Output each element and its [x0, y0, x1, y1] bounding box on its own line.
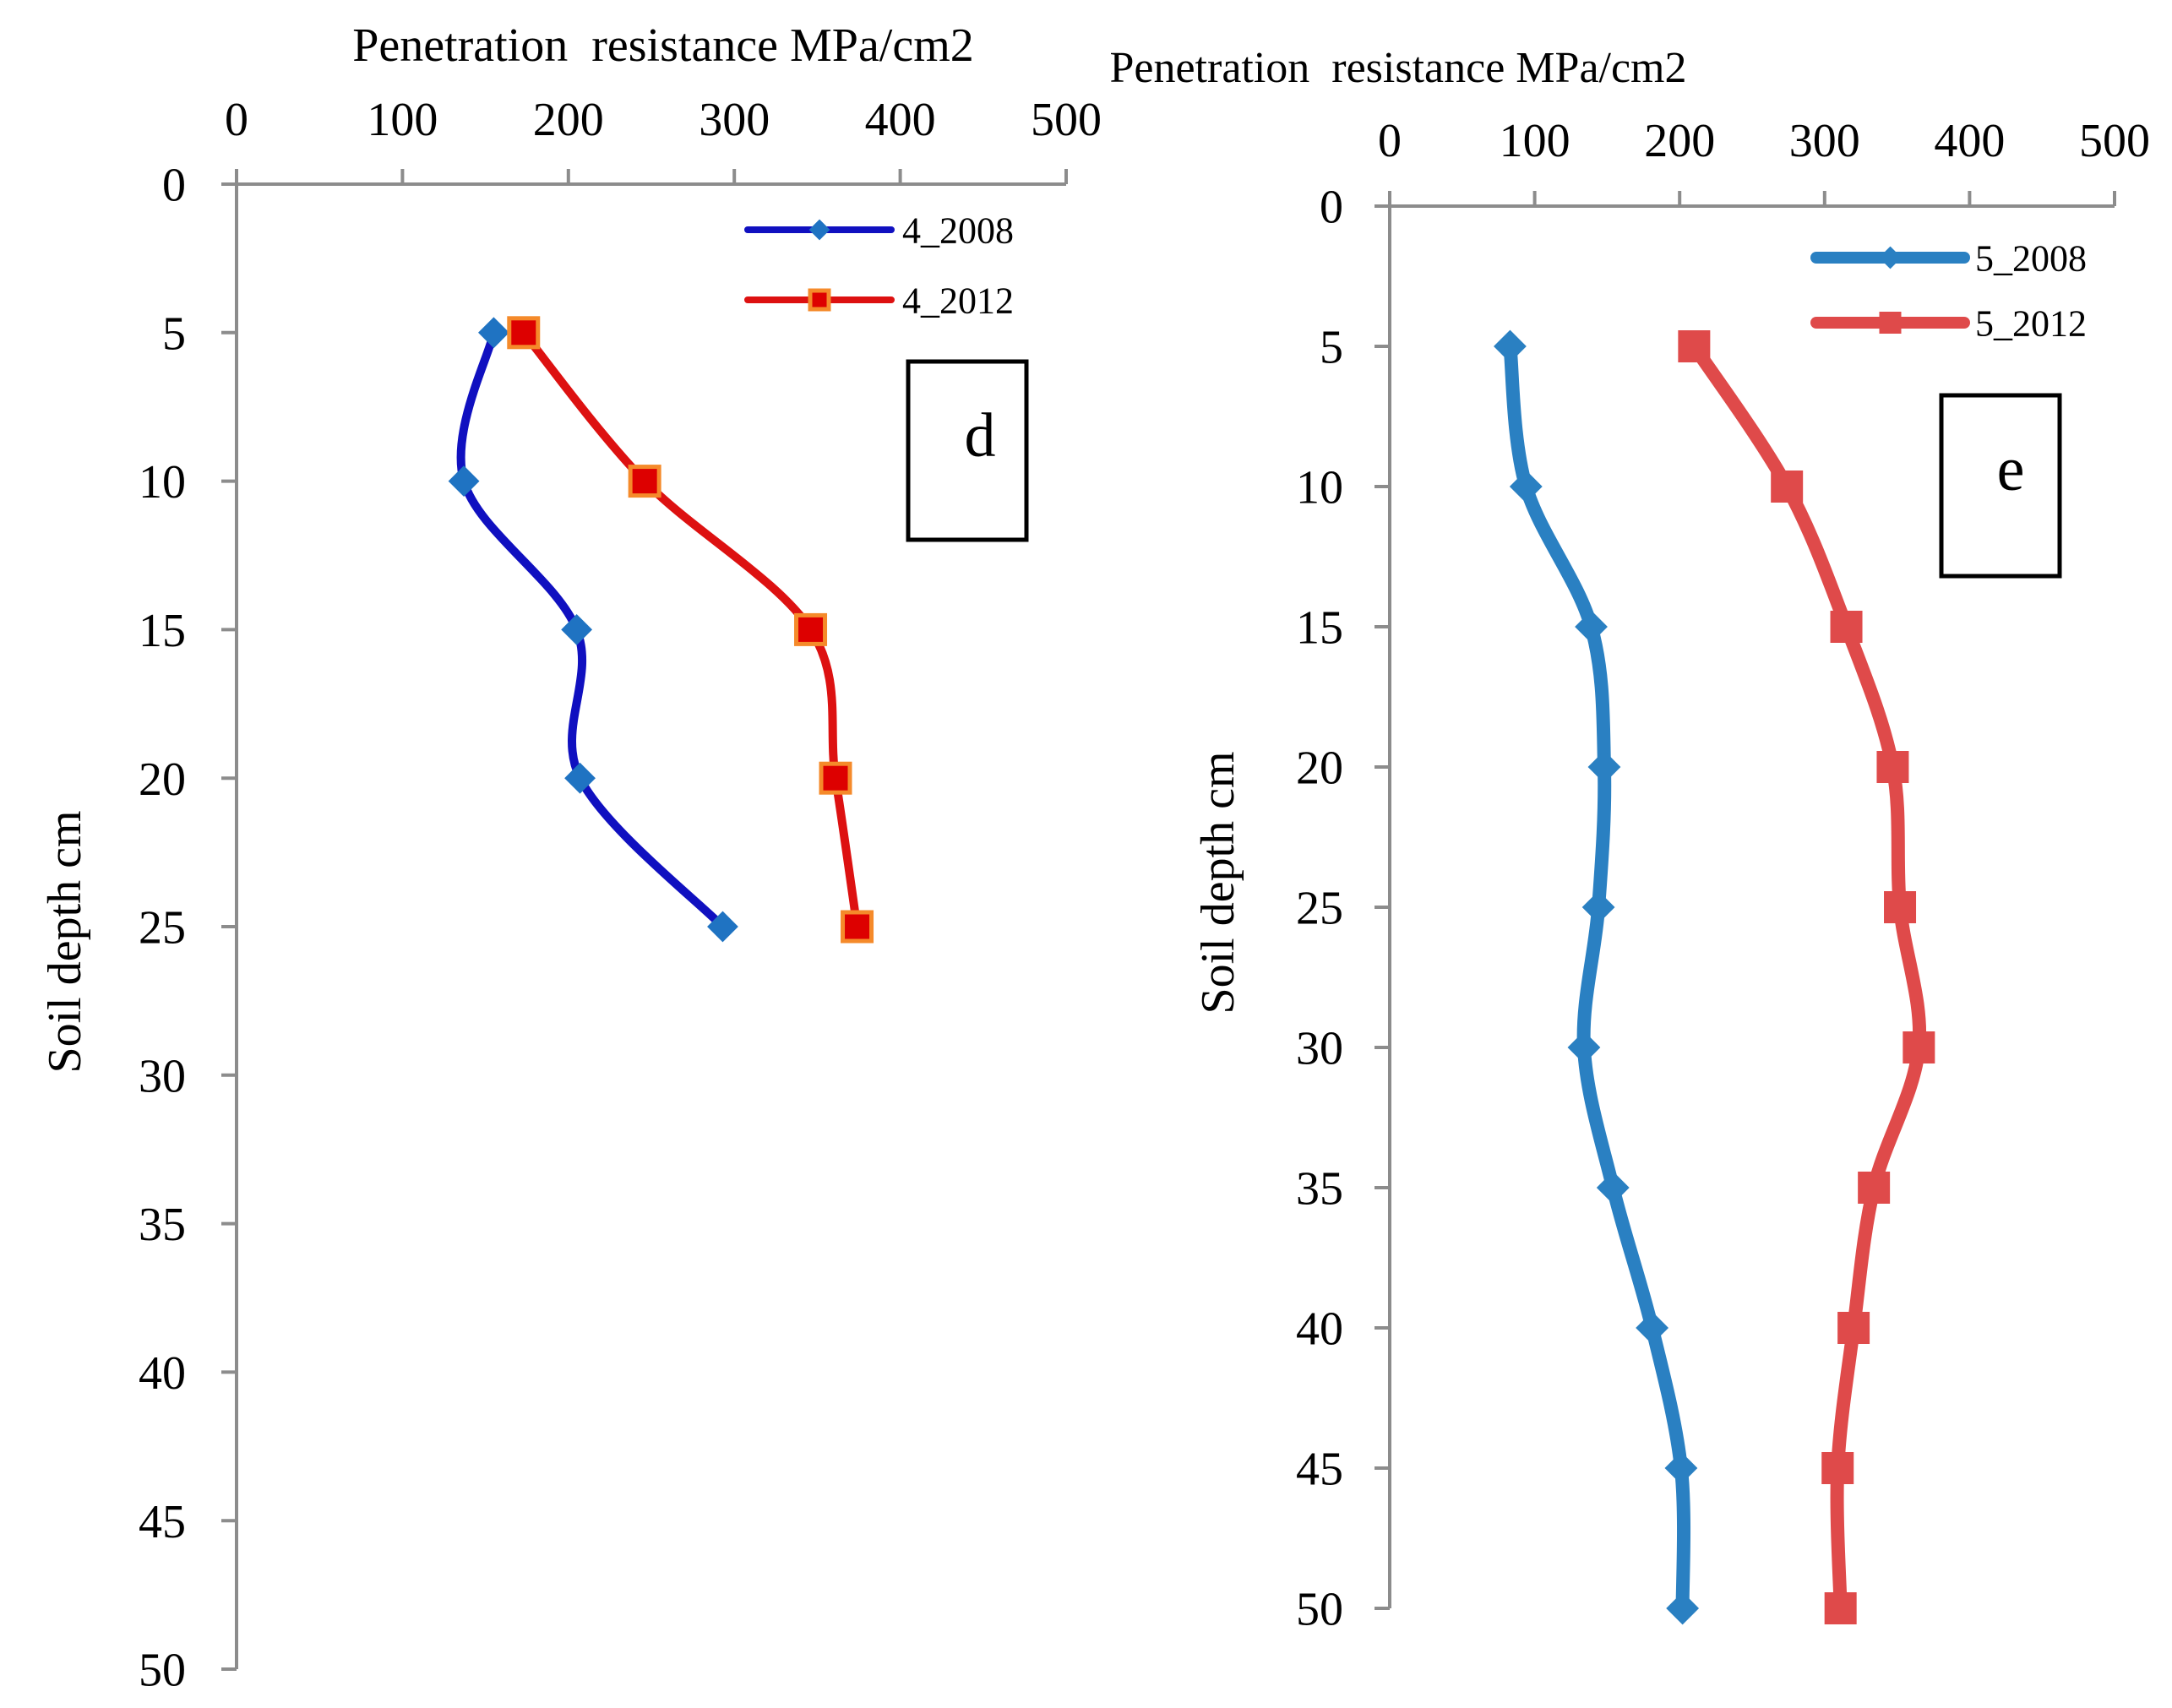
x-tick-label: 0	[1378, 115, 1402, 167]
y-tick-label: 15	[1296, 602, 1343, 655]
data-point-marker	[628, 465, 661, 498]
data-point-marker	[1879, 246, 1902, 269]
data-point-marker	[1666, 1591, 1700, 1625]
axis-layer: 0 100 200 300 400 500 0 5 10 15 20 25 30 35 40 45 50	[1296, 115, 2150, 1636]
legend: 4_2008 4_2012	[744, 209, 1014, 321]
data-point-marker	[808, 288, 831, 312]
data-point-marker	[1879, 312, 1902, 334]
panel-label: d	[965, 401, 996, 471]
data-point-marker	[478, 317, 509, 349]
series-layer	[1494, 329, 1935, 1625]
y-tick-label: 50	[139, 1645, 186, 1697]
x-tick-label: 100	[367, 94, 438, 146]
x-tick-label: 500	[2079, 115, 2150, 167]
data-point-marker	[561, 613, 593, 645]
data-point-marker	[1821, 1452, 1854, 1484]
legend-label: 4_2012	[902, 280, 1014, 321]
y-tick-label: 5	[162, 307, 186, 360]
data-point-marker	[1581, 890, 1615, 924]
data-point-marker	[1771, 471, 1804, 503]
y-tick-label: 45	[139, 1496, 186, 1548]
series-layer	[448, 316, 874, 944]
y-tick-label: 10	[139, 456, 186, 509]
data-point-marker	[808, 219, 830, 241]
panel-label-box	[906, 359, 1029, 542]
y-tick-label: 35	[139, 1199, 186, 1251]
y-tick-label: 40	[1296, 1303, 1343, 1356]
y-tick-label: 5	[1320, 322, 1343, 374]
data-point-marker	[707, 911, 738, 943]
y-tick-label: 40	[139, 1347, 186, 1400]
x-tick-label: 200	[533, 94, 604, 146]
y-axis-title: Soil depth cm	[1192, 751, 1244, 1014]
x-axis-title: Penetration resistance MPa/cm2	[352, 19, 974, 72]
x-tick-label: 500	[1031, 94, 1102, 146]
data-point-marker	[507, 316, 541, 350]
data-point-marker	[564, 762, 596, 794]
series-line	[1687, 340, 1927, 1615]
legend-label: 5_2012	[1975, 302, 2087, 344]
x-tick-label: 300	[699, 94, 770, 146]
y-tick-label: 35	[1296, 1163, 1343, 1216]
chart-panel-d: Penetration resistance MPa/cm2 Soil dept…	[39, 19, 1102, 1697]
data-point-marker	[794, 612, 828, 646]
y-tick-label: 10	[1296, 462, 1343, 514]
data-point-marker	[819, 761, 852, 795]
data-point-marker	[1664, 1451, 1698, 1485]
y-tick-label: 25	[139, 902, 186, 955]
legend-label: 4_2008	[902, 209, 1014, 251]
data-point-marker	[1596, 1171, 1630, 1205]
data-point-marker	[1824, 1592, 1857, 1624]
data-point-marker	[1587, 750, 1621, 784]
data-point-marker	[1678, 330, 1711, 362]
data-point-marker	[1494, 329, 1527, 363]
data-point-marker	[1837, 1312, 1870, 1344]
chart-panel-e: Penetration resistance MPa/cm2 Soil dept…	[1109, 44, 2150, 1636]
y-tick-label: 15	[139, 605, 186, 657]
y-tick-label: 30	[1296, 1023, 1343, 1075]
series-line	[1503, 340, 1691, 1615]
data-point-marker	[1876, 751, 1909, 783]
y-axis-title: Soil depth cm	[39, 810, 91, 1073]
y-tick-label: 25	[1296, 883, 1343, 935]
legend-label: 5_2008	[1975, 237, 2087, 279]
data-point-marker	[448, 465, 480, 498]
data-point-marker	[1636, 1311, 1669, 1345]
data-point-marker	[1858, 1172, 1891, 1204]
x-tick-label: 200	[1644, 115, 1715, 167]
data-point-marker	[1903, 1031, 1935, 1063]
x-tick-label: 100	[1500, 115, 1570, 167]
y-tick-label: 20	[1296, 742, 1343, 795]
y-tick-label: 45	[1296, 1444, 1343, 1496]
y-tick-label: 30	[139, 1050, 186, 1102]
x-tick-label: 400	[865, 94, 936, 146]
x-tick-label: 0	[225, 94, 248, 146]
data-point-marker	[1884, 891, 1917, 923]
data-point-marker	[1830, 611, 1863, 643]
axis-layer: 0 100 200 300 400 500 0 5 10 15 20 25 30 35 40 45 50	[139, 94, 1102, 1697]
y-tick-label: 50	[1296, 1584, 1343, 1636]
data-point-marker	[841, 910, 874, 944]
y-tick-label: 0	[1320, 182, 1343, 234]
y-tick-label: 20	[139, 753, 186, 806]
data-point-marker	[1509, 470, 1543, 503]
y-tick-label: 0	[162, 160, 186, 212]
x-tick-label: 300	[1789, 115, 1860, 167]
panel-label: e	[1997, 435, 2025, 504]
data-point-marker	[1575, 610, 1608, 644]
panel-label-box	[1939, 393, 2062, 579]
x-tick-label: 400	[1934, 115, 2005, 167]
x-axis-title: Penetration resistance MPa/cm2	[1109, 44, 1686, 92]
legend: 5_2008 5_2012	[1810, 237, 2087, 344]
data-point-marker	[1567, 1031, 1601, 1064]
